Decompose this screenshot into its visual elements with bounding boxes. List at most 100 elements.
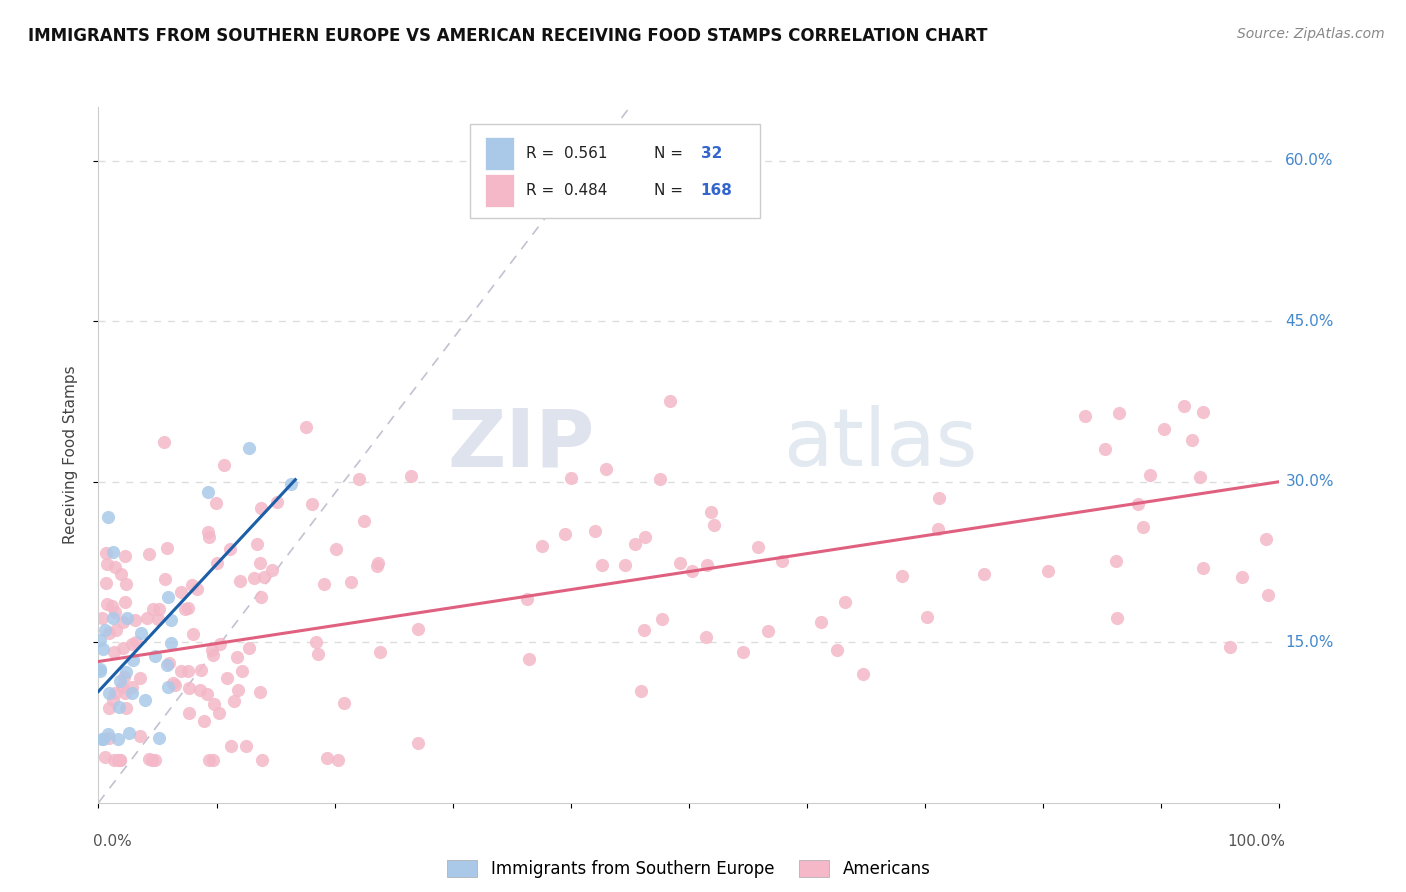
Americans	[332, 696, 354, 710]
Immigrants from Southern Europe	[89, 662, 111, 676]
Americans	[135, 610, 157, 624]
Immigrants from Southern Europe	[122, 653, 145, 667]
Americans	[238, 640, 260, 655]
Americans	[1153, 422, 1175, 436]
Americans	[262, 563, 284, 577]
Text: 60.0%: 60.0%	[1285, 153, 1334, 168]
Americans	[326, 753, 349, 767]
Americans	[1074, 409, 1097, 424]
Americans	[301, 497, 323, 511]
Immigrants from Southern Europe	[280, 476, 302, 491]
Text: 45.0%: 45.0%	[1285, 314, 1334, 328]
Americans	[107, 753, 129, 767]
Text: R =  0.484: R = 0.484	[526, 183, 607, 198]
Americans	[94, 546, 117, 560]
Americans	[1188, 470, 1211, 484]
Text: R =  0.561: R = 0.561	[526, 146, 607, 161]
Americans	[228, 683, 250, 698]
Americans	[101, 693, 124, 707]
Immigrants from Southern Europe	[143, 649, 166, 664]
Americans	[112, 615, 135, 629]
Americans	[202, 648, 225, 662]
Americans	[1173, 399, 1195, 413]
Americans	[148, 602, 170, 616]
Americans	[1192, 404, 1215, 418]
Americans	[1128, 497, 1150, 511]
Immigrants from Southern Europe	[94, 623, 117, 637]
Americans	[307, 648, 329, 662]
Americans	[141, 753, 163, 767]
Americans	[229, 574, 252, 589]
Americans	[204, 697, 226, 711]
Americans	[703, 518, 725, 533]
Americans	[170, 665, 193, 679]
Americans	[1036, 564, 1059, 578]
Immigrants from Southern Europe	[115, 665, 138, 679]
Americans	[613, 558, 636, 572]
Americans	[915, 609, 938, 624]
Americans	[624, 537, 647, 551]
Americans	[756, 624, 779, 638]
Americans	[852, 666, 875, 681]
Americans	[112, 641, 135, 656]
Immigrants from Southern Europe	[134, 693, 156, 707]
Americans	[96, 598, 118, 612]
Americans	[103, 753, 125, 767]
Americans	[201, 643, 224, 657]
Americans	[202, 753, 225, 767]
Immigrants from Southern Europe	[89, 632, 111, 647]
Americans	[1192, 561, 1215, 575]
Americans	[1181, 433, 1204, 447]
Americans	[128, 729, 150, 743]
Americans	[583, 524, 606, 539]
Americans	[163, 678, 186, 692]
Americans	[651, 612, 673, 626]
Americans	[305, 634, 328, 648]
Americans	[162, 675, 184, 690]
Immigrants from Southern Europe	[97, 727, 120, 741]
Immigrants from Southern Europe	[97, 686, 120, 700]
Americans	[669, 556, 692, 570]
Immigrants from Southern Europe	[89, 664, 111, 678]
Americans	[124, 613, 146, 627]
Americans	[94, 750, 117, 764]
Text: 100.0%: 100.0%	[1227, 834, 1285, 849]
Americans	[156, 541, 179, 555]
Text: 32: 32	[700, 146, 723, 161]
Americans	[1219, 640, 1241, 655]
Americans	[314, 576, 336, 591]
Immigrants from Southern Europe	[156, 657, 179, 672]
Americans	[700, 505, 723, 519]
Americans	[104, 560, 127, 574]
Americans	[209, 637, 232, 651]
Americans	[1139, 468, 1161, 483]
Americans	[266, 495, 288, 509]
Americans	[406, 623, 429, 637]
Americans	[205, 556, 228, 570]
Immigrants from Southern Europe	[110, 673, 132, 688]
Legend: Immigrants from Southern Europe, Americans: Immigrants from Southern Europe, America…	[440, 854, 938, 885]
Immigrants from Southern Europe	[97, 510, 120, 524]
Americans	[1105, 553, 1128, 567]
Bar	[485, 174, 515, 207]
Immigrants from Southern Europe	[121, 686, 143, 700]
Text: 30.0%: 30.0%	[1285, 475, 1334, 489]
Text: N =: N =	[654, 183, 688, 198]
Americans	[591, 558, 613, 572]
Americans	[198, 530, 221, 544]
Americans	[1230, 570, 1253, 584]
Americans	[294, 420, 316, 434]
Americans	[193, 714, 215, 728]
Americans	[143, 753, 166, 767]
Americans	[316, 751, 339, 765]
Americans	[153, 435, 176, 450]
Americans	[142, 601, 165, 615]
Americans	[250, 590, 273, 604]
FancyBboxPatch shape	[471, 124, 759, 219]
Americans	[190, 663, 212, 677]
Americans	[108, 753, 131, 767]
Americans	[250, 500, 273, 515]
Americans	[101, 599, 124, 614]
Immigrants from Southern Europe	[101, 545, 124, 559]
Americans	[103, 645, 125, 659]
